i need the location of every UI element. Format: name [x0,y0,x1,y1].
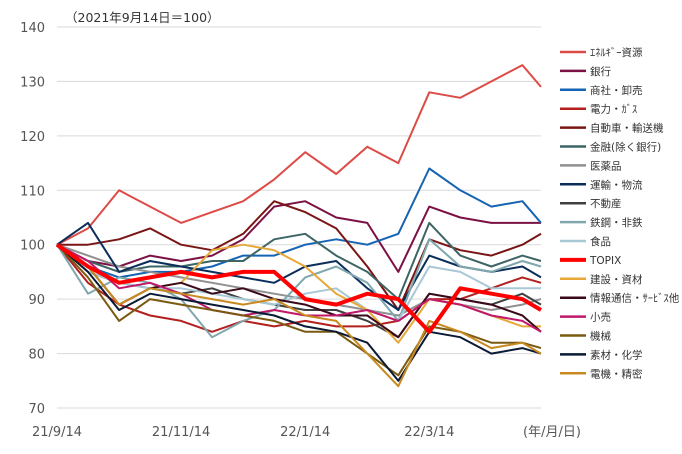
series-line-11 [55,243,543,334]
legend-item: 情報通信・ｻｰﾋﾞｽ他 [560,292,680,305]
legend-item: 商社・卸売 [560,84,643,97]
legend-item: 食品 [560,235,611,248]
series-line-4 [57,200,542,311]
legend-item: 機械 [560,330,611,343]
legend-item: 素材・化学 [560,348,643,361]
legend-item: 電機・精密 [560,367,643,380]
legend-label: 鉄鋼・非鉄 [590,216,643,229]
legend-label: 金融(除く銀行) [590,141,661,154]
legend-item: ｴﾈﾙｷﾞｰ資源 [560,46,643,59]
y-tick-label: 130 [20,75,45,90]
legend-label: 建設・資材 [590,273,643,286]
y-tick-label: 140 [20,21,45,36]
legend-label: 小売 [590,311,611,324]
series-line-3 [56,244,542,333]
y-tick-label: 120 [20,130,45,145]
legend-item: 不動産 [560,197,622,210]
legend-label: 医薬品 [590,160,622,172]
x-tick-label: 21/9/14 [32,425,82,440]
x-axis-ticks: 21/9/14 21/11/14 22/1/14 22/3/14 [32,425,454,440]
x-tick-label: 21/11/14 [152,425,210,440]
x-axis-label: (年/月/日) [523,425,581,440]
series-line-5 [56,221,542,301]
legend-item: 医薬品 [560,160,622,172]
series-line-17 [56,243,542,388]
series-line-15 [56,244,542,377]
legend-item: TOPIX [560,255,621,267]
legend-item: 運輸・物流 [560,178,643,191]
legend-label: 電力・ｶﾞｽ [590,103,637,116]
legend-item: 電力・ｶﾞｽ [560,103,637,116]
legend-label: 運輸・物流 [590,178,643,191]
series-line-16 [56,243,542,382]
y-tick-label: 90 [28,293,45,308]
legend-label: 電機・精密 [590,367,643,380]
y-tick-label: 70 [28,402,45,417]
series-lines [55,64,543,388]
legend-item: 銀行 [560,65,611,78]
series-line-0 [56,64,542,246]
legend-label: 銀行 [590,65,611,78]
legend-label: TOPIX [589,255,621,267]
y-tick-label: 110 [20,184,45,199]
y-tick-label: 100 [20,239,45,254]
x-tick-label: 22/3/14 [404,425,454,440]
y-axis-ticks: 140 130 120 110 100 90 80 70 [20,21,45,417]
legend-label: 商社・卸売 [590,84,643,97]
series-line-1 [56,200,541,273]
legend-label: 自動車・輸送機 [590,122,664,135]
legend-label: 不動産 [590,197,622,210]
legend-item: 小売 [560,311,611,324]
legend-label: 機械 [590,330,611,343]
gridlines [57,26,541,409]
x-tick-label: 22/1/14 [280,425,330,440]
legend-label: 食品 [590,235,611,248]
series-line-10 [56,243,541,322]
legend-item: 自動車・輸送機 [560,122,664,135]
legend-label: 素材・化学 [590,348,643,361]
legend-item: 建設・資材 [560,273,643,286]
legend-label: ｴﾈﾙｷﾞｰ資源 [590,46,643,59]
base-date-note: （2021年9月14日＝100） [65,10,220,25]
y-tick-label: 80 [28,348,45,363]
legend-label: 情報通信・ｻｰﾋﾞｽ他 [590,292,680,305]
series-line-2 [56,167,542,279]
legend-item: 鉄鋼・非鉄 [560,216,643,229]
legend-item: 金融(除く銀行) [560,141,661,154]
